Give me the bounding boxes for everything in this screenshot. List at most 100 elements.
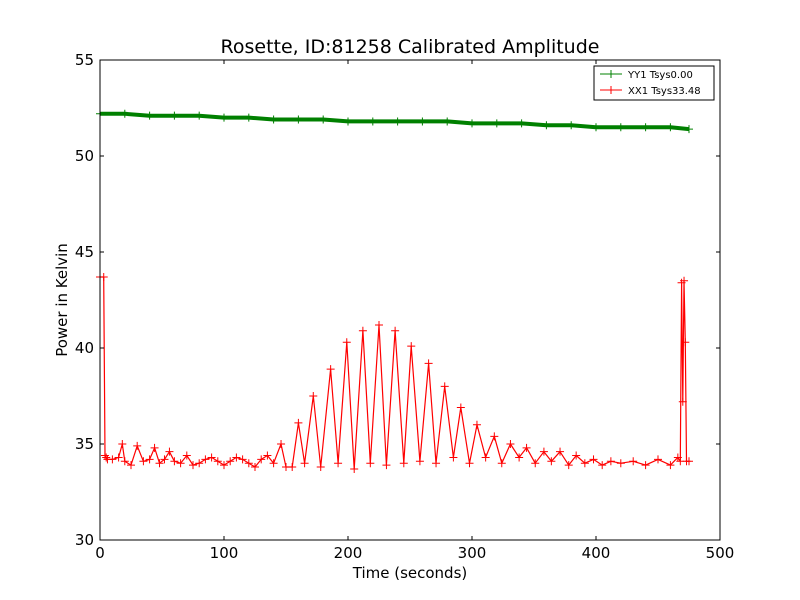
data-point bbox=[641, 461, 650, 470]
data-point bbox=[542, 121, 551, 130]
data-point bbox=[517, 119, 526, 128]
data-point bbox=[201, 455, 210, 464]
data-point bbox=[220, 113, 228, 122]
data-point bbox=[207, 453, 216, 462]
data-point bbox=[118, 440, 127, 448]
data-point bbox=[589, 455, 598, 464]
data-point bbox=[497, 459, 506, 468]
data-point bbox=[580, 459, 589, 468]
data-point bbox=[277, 440, 286, 448]
data-point bbox=[244, 459, 253, 468]
data-point bbox=[424, 359, 433, 368]
data-point bbox=[213, 457, 222, 466]
data-point bbox=[407, 342, 416, 351]
data-point bbox=[189, 461, 197, 470]
data-point bbox=[399, 459, 408, 468]
data-point bbox=[226, 457, 235, 466]
y-tick-label: 50 bbox=[75, 147, 94, 165]
data-point bbox=[127, 461, 135, 470]
legend-marker-xx1 bbox=[607, 86, 615, 94]
data-point bbox=[375, 320, 383, 329]
data-point bbox=[269, 459, 278, 468]
data-point bbox=[114, 453, 123, 462]
data-point bbox=[257, 455, 266, 464]
data-point bbox=[316, 463, 325, 472]
data-point bbox=[472, 420, 481, 429]
data-point bbox=[350, 464, 359, 473]
data-point bbox=[300, 459, 309, 468]
data-point bbox=[326, 365, 335, 374]
x-tick-label: 300 bbox=[458, 544, 487, 562]
x-axis-ticks: 0 100 200 300 400 500 bbox=[95, 60, 734, 562]
data-point bbox=[598, 461, 607, 470]
y-tick-label: 55 bbox=[75, 51, 94, 69]
legend: YY1 Tsys0.00 XX1 Tsys33.48 bbox=[593, 65, 715, 101]
data-point bbox=[102, 453, 111, 462]
data-point bbox=[358, 326, 367, 335]
data-point bbox=[629, 457, 638, 466]
data-point bbox=[666, 123, 675, 132]
data-point bbox=[220, 461, 228, 470]
data-point bbox=[531, 459, 540, 468]
data-point bbox=[150, 443, 159, 452]
data-point bbox=[344, 117, 352, 126]
y-tick-label: 35 bbox=[75, 435, 94, 453]
data-point bbox=[440, 382, 449, 391]
data-point bbox=[418, 117, 427, 126]
data-point bbox=[556, 447, 565, 456]
data-point bbox=[456, 403, 465, 412]
data-point bbox=[616, 459, 625, 468]
data-point bbox=[251, 463, 259, 472]
data-point bbox=[515, 453, 524, 462]
data-point bbox=[366, 459, 375, 468]
data-point bbox=[145, 455, 154, 464]
data-point bbox=[170, 111, 179, 120]
data-point bbox=[288, 463, 297, 472]
data-point bbox=[238, 455, 247, 464]
data-point bbox=[449, 453, 458, 462]
data-point bbox=[654, 455, 662, 464]
x-tick-label: 100 bbox=[210, 544, 239, 562]
data-point bbox=[133, 441, 142, 450]
data-point bbox=[263, 451, 272, 460]
data-point bbox=[382, 461, 391, 470]
data-point bbox=[468, 119, 476, 128]
legend-label-xx1: XX1 Tsys33.48 bbox=[628, 86, 701, 97]
data-point bbox=[139, 457, 148, 466]
data-point bbox=[195, 111, 204, 120]
data-point bbox=[567, 121, 576, 130]
data-point bbox=[678, 397, 687, 406]
data-point bbox=[539, 447, 548, 456]
legend-label-yy1: YY1 Tsys0.00 bbox=[627, 70, 693, 81]
data-point bbox=[681, 338, 690, 347]
data-point bbox=[680, 276, 689, 285]
data-point bbox=[443, 117, 452, 126]
data-point bbox=[606, 457, 615, 466]
data-point bbox=[391, 326, 400, 335]
legend-marker-yy1 bbox=[607, 70, 615, 78]
data-point bbox=[490, 432, 499, 441]
data-point bbox=[572, 451, 581, 460]
data-point bbox=[294, 115, 303, 124]
data-point bbox=[155, 459, 164, 468]
data-point bbox=[641, 123, 650, 132]
data-point bbox=[319, 115, 328, 124]
data-point bbox=[182, 451, 191, 460]
data-point bbox=[492, 119, 501, 128]
data-point bbox=[522, 443, 531, 452]
y-axis-ticks: 30 35 40 45 50 55 bbox=[75, 51, 720, 549]
plot-series bbox=[96, 109, 693, 473]
y-tick-label: 30 bbox=[75, 531, 94, 549]
data-point bbox=[616, 123, 625, 132]
data-point bbox=[564, 461, 573, 470]
data-point bbox=[334, 459, 343, 468]
data-point bbox=[432, 459, 441, 468]
data-point bbox=[160, 455, 169, 464]
data-point bbox=[685, 125, 693, 134]
data-point bbox=[176, 459, 185, 468]
x-tick-label: 400 bbox=[582, 544, 611, 562]
data-point bbox=[120, 457, 129, 466]
data-point bbox=[393, 117, 402, 126]
data-point bbox=[244, 113, 253, 122]
